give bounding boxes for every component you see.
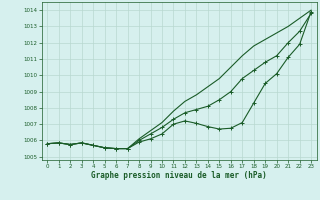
X-axis label: Graphe pression niveau de la mer (hPa): Graphe pression niveau de la mer (hPa) [91,171,267,180]
